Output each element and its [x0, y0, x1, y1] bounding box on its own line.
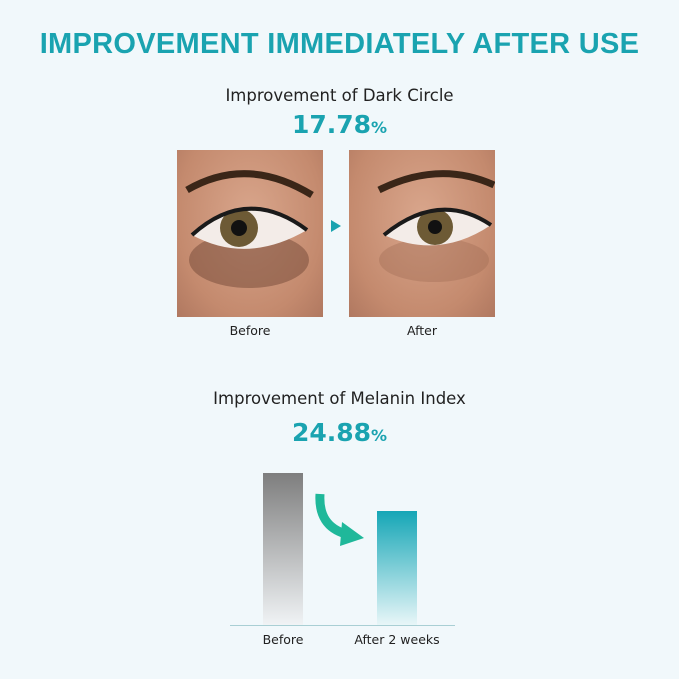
- dark-circle-percentage: 17.78%: [0, 110, 679, 139]
- bar-after-2-weeks: [377, 510, 417, 625]
- dark-circle-value: 17.78: [291, 110, 372, 139]
- percent-unit: %: [371, 426, 388, 445]
- page-title: IMPROVEMENT IMMEDIATELY AFTER USE: [39, 28, 640, 60]
- melanin-heading: Improvement of Melanin Index: [213, 389, 466, 408]
- before-eye-photo: [177, 150, 323, 317]
- after-caption: After: [406, 323, 438, 338]
- dark-circle-heading: Improvement of Dark Circle: [225, 86, 454, 105]
- arrow-right-icon: [331, 220, 341, 232]
- chart-baseline: [230, 625, 455, 626]
- bar-label-before: Before: [262, 632, 304, 647]
- bar-label-after: After 2 weeks: [354, 632, 440, 647]
- melanin-value: 24.88: [291, 418, 372, 447]
- curved-arrow-icon: [315, 493, 364, 546]
- after-eye-photo: [349, 150, 495, 317]
- before-caption: Before: [229, 323, 271, 338]
- melanin-percentage: 24.88%: [0, 418, 679, 447]
- bar-before: [263, 473, 303, 625]
- percent-unit: %: [371, 118, 388, 137]
